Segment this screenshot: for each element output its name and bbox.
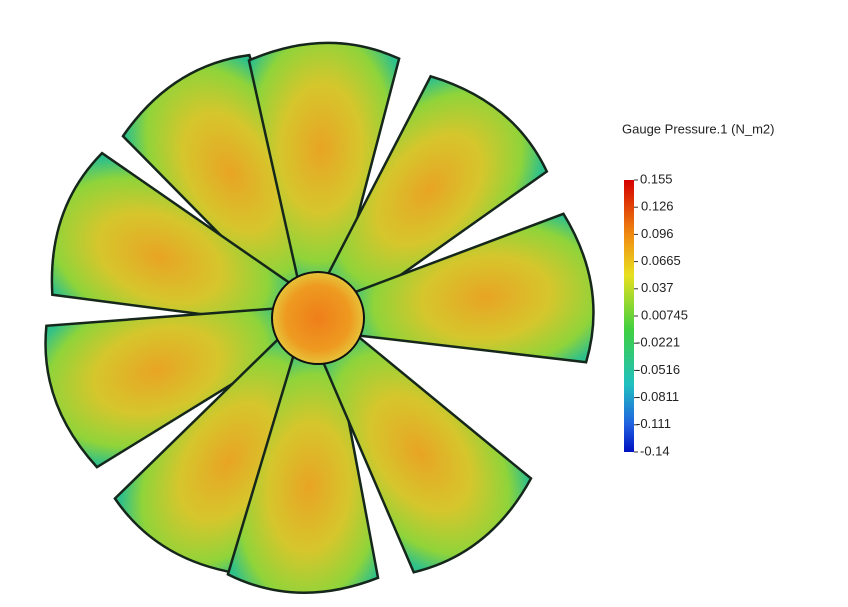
color-bar: [624, 180, 634, 452]
tick-label: 0.096: [641, 226, 674, 241]
tick-label: -0.0221: [636, 335, 680, 350]
tick-label: 0.0665: [641, 253, 681, 268]
tick-label: 0.155: [640, 171, 673, 186]
tick-label: 0.00745: [641, 307, 688, 322]
tick-label: 0.126: [641, 199, 674, 214]
tick-label: -0.0811: [636, 389, 679, 404]
tick-label: -0.0516: [636, 362, 680, 377]
propeller: [33, 40, 599, 598]
tick-label: -0.111: [636, 416, 671, 431]
legend-ticks: 0.155 0.126 0.096 0.0665 0.037 0.00745 -0.0221…: [634, 171, 688, 458]
page: Gauge Pressure.1 (N_m2) 0.1550.1260.0960…: [0, 0, 848, 607]
tick-label: -0.14: [640, 443, 670, 458]
hub: [272, 272, 364, 364]
legend-title: Gauge Pressure.1 (N_m2): [622, 121, 774, 136]
tick-label: 0.037: [641, 280, 674, 295]
